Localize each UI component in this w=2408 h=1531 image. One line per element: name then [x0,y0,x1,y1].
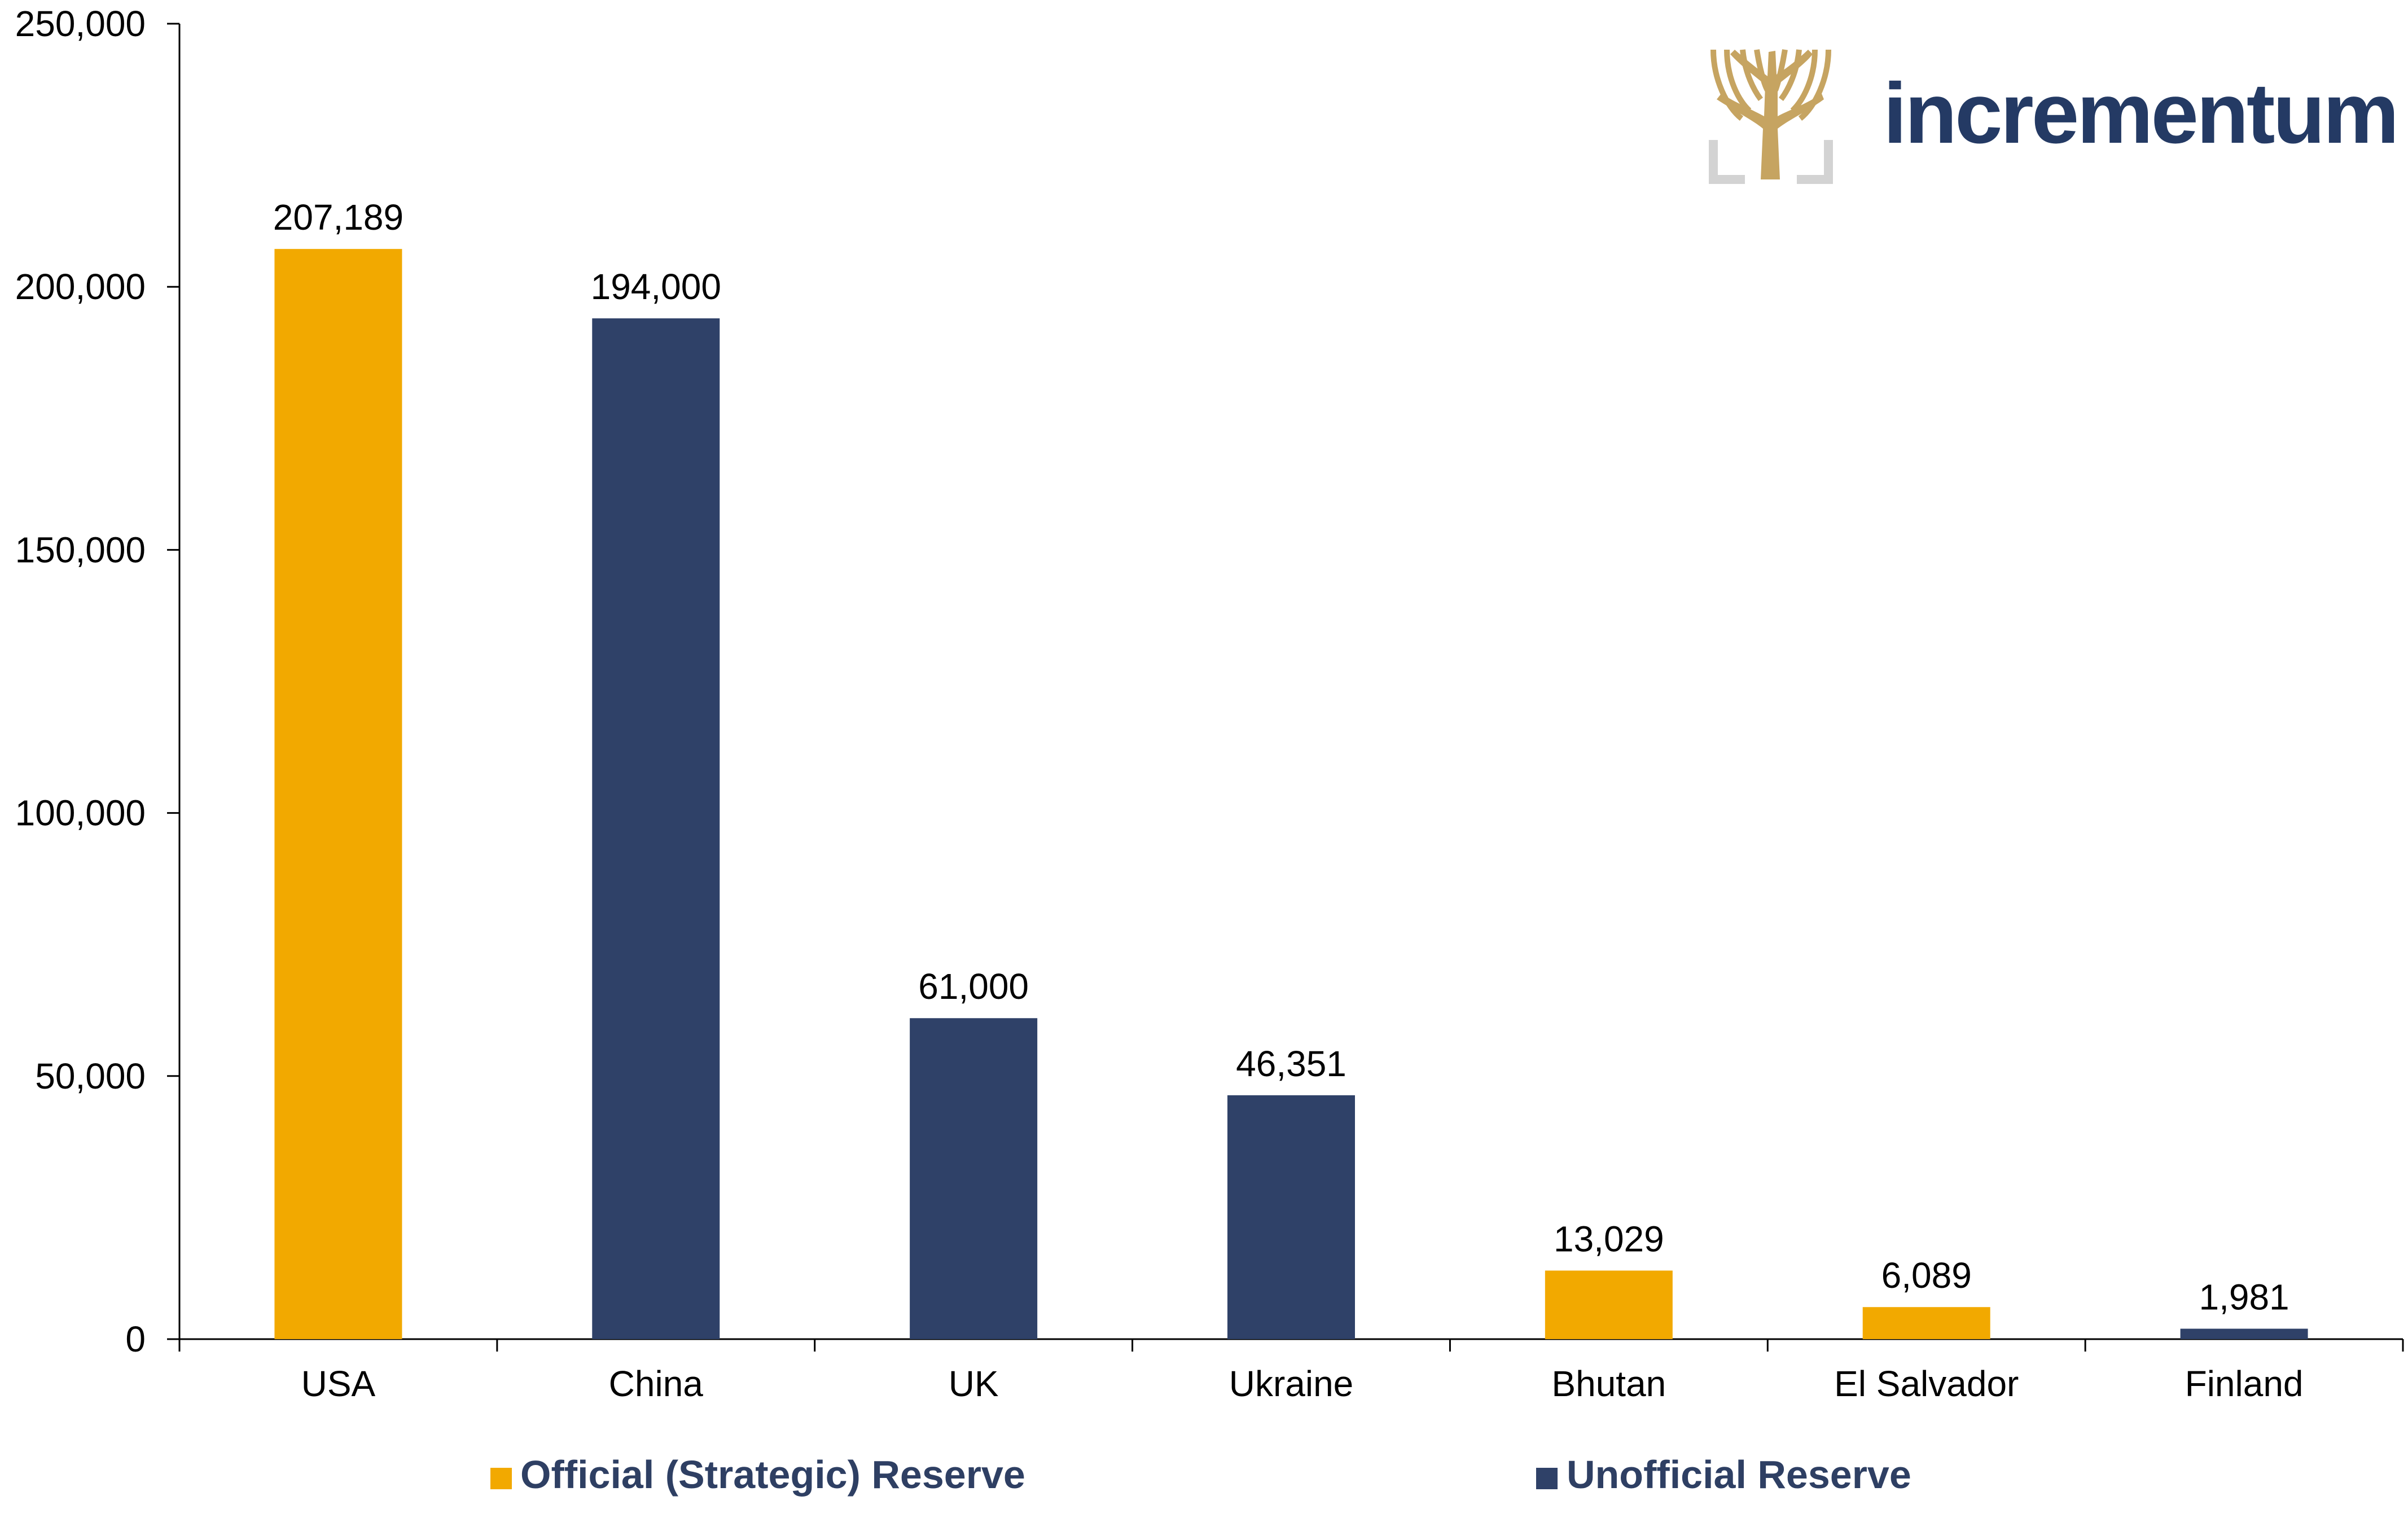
incrementum-logo: incrementum [1709,49,2399,184]
legend-swatch-unofficial [1536,1468,1558,1489]
bar-el-salvador [1862,1307,1990,1339]
y-tick-label: 200,000 [15,266,146,307]
data-label: 13,029 [1554,1219,1664,1260]
tree-logo-icon [1709,49,1833,184]
y-tick-label: 0 [125,1319,146,1359]
legend-label-official: Official (Strategic) Reserve [520,1453,1025,1497]
x-tick-label: Finland [2185,1363,2304,1404]
value-labels: 207,189 194,000 61,000 46,351 13,029 6,089 1,9… [273,197,2289,1317]
bar-bhutan [1545,1270,1673,1339]
data-label: 207,189 [273,197,403,238]
x-tick-label: USA [301,1363,376,1404]
bar-china [592,318,720,1339]
y-tick-label: 250,000 [15,3,146,44]
data-label: 46,351 [1236,1043,1346,1084]
bar-uk [910,1018,1038,1339]
y-tick-label: 100,000 [15,793,146,834]
data-label: 194,000 [591,266,721,307]
x-tick-label: Bhutan [1551,1363,1666,1404]
bar-usa [274,249,402,1339]
bar-ukraine [1227,1095,1355,1339]
legend-swatch-official [490,1468,512,1489]
y-axis: 0 50,000 100,000 150,000 200,000 250,000 [15,3,181,1359]
x-tick-label: Ukraine [1229,1363,1354,1404]
legend: Official (Strategic) Reserve Unofficial … [490,1453,1911,1497]
x-tick-label: UK [949,1363,999,1404]
bar-finland [2180,1328,2308,1339]
x-tick-label: China [609,1363,704,1404]
data-label: 6,089 [1881,1255,1972,1296]
x-tick-label: El Salvador [1834,1363,2019,1404]
data-label: 61,000 [918,966,1029,1007]
x-axis: USA China UK Ukraine Bhutan El Salvador Finlan… [178,1338,2404,1404]
y-tick-label: 50,000 [35,1056,146,1096]
data-label: 1,981 [2199,1277,2289,1318]
bars [274,249,2308,1339]
logo-wordmark: incrementum [1883,65,2397,161]
y-tick-label: 150,000 [15,529,146,570]
legend-label-unofficial: Unofficial Reserve [1567,1453,1911,1497]
